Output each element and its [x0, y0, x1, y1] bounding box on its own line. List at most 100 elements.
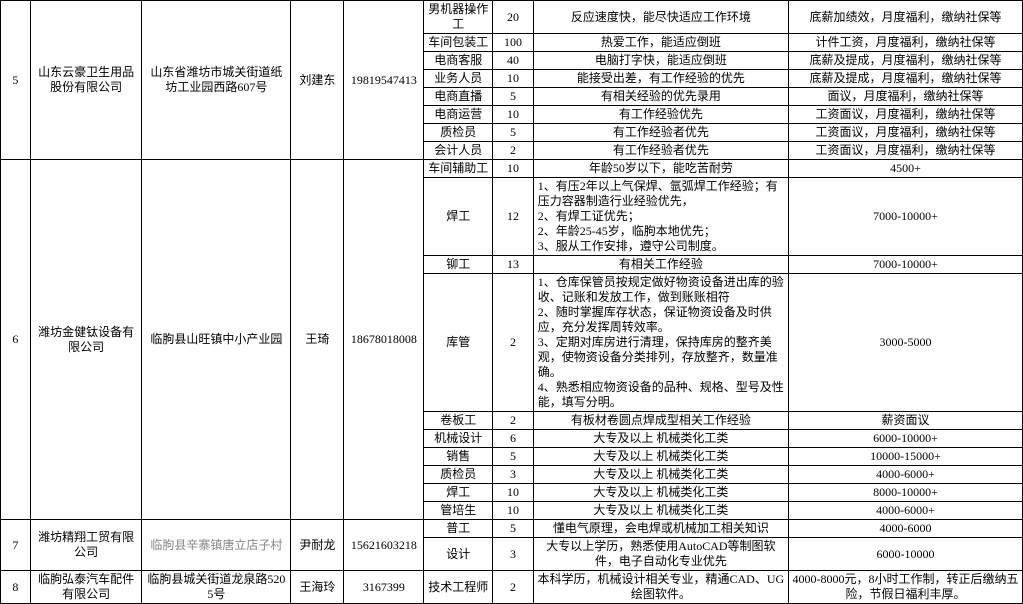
job-qty: 5 [493, 88, 533, 106]
contact-name: 王琦 [291, 160, 344, 520]
job-qty: 20 [493, 1, 533, 34]
job-req: 大专及以上 机械类化工类 [533, 466, 788, 484]
job-qty: 10 [493, 484, 533, 502]
job-title: 男机器操作工 [424, 1, 493, 34]
job-req: 有板材卷圆点焊成型相关工作经验 [533, 412, 788, 430]
job-qty: 13 [493, 256, 533, 274]
job-req: 有工作经验者优先 [533, 124, 788, 142]
job-salary: 7000-10000+ [788, 256, 1022, 274]
contact-name: 尹耐龙 [291, 520, 344, 571]
contact-name: 刘建东 [291, 1, 344, 160]
job-salary: 工资面议，月度福利，缴纳社保等 [788, 106, 1022, 124]
job-req: 热爱工作，能适应倒班 [533, 34, 788, 52]
job-req: 大专及以上 机械类化工类 [533, 502, 788, 520]
job-title: 业务人员 [424, 70, 493, 88]
job-title: 焊工 [424, 178, 493, 256]
job-salary: 底薪加绩效，月度福利，缴纳社保等 [788, 1, 1022, 34]
job-title: 质检员 [424, 124, 493, 142]
job-req: 有工作经验优先 [533, 106, 788, 124]
job-req: 大专及以上 机械类化工类 [533, 484, 788, 502]
job-req: 反应速度快，能尽快适应工作环境 [533, 1, 788, 34]
job-salary: 4000-6000 [788, 520, 1022, 538]
job-qty: 5 [493, 124, 533, 142]
company-name: 潍坊金健钛设备有限公司 [30, 160, 142, 520]
job-salary: 6000-10000+ [788, 430, 1022, 448]
job-qty: 5 [493, 520, 533, 538]
job-title: 设计 [424, 538, 493, 571]
job-req: 有相关工作经验 [533, 256, 788, 274]
table-row: 7潍坊精翔工贸有限公司临朐县辛寨镇唐立店子村尹耐龙15621603218普工5懂… [1, 520, 1023, 538]
job-salary: 4000-6000+ [788, 466, 1022, 484]
contact-phone: 3167399 [344, 571, 424, 604]
job-req: 本科学历，机械设计相关专业，精通CAD、UG绘图软件。 [533, 571, 788, 604]
table-row: 6潍坊金健钛设备有限公司临朐县山旺镇中小产业园王琦18678018008车间辅助… [1, 160, 1023, 178]
job-qty: 12 [493, 178, 533, 256]
job-qty: 6 [493, 430, 533, 448]
job-qty: 2 [493, 412, 533, 430]
job-salary: 7000-10000+ [788, 178, 1022, 256]
job-salary: 10000-15000+ [788, 448, 1022, 466]
company-address: 临朐县辛寨镇唐立店子村 [142, 520, 291, 571]
job-req: 大专以上学历，熟悉使用AutoCAD等制图软件，电子自动化专业优先 [533, 538, 788, 571]
company-index: 8 [1, 571, 31, 604]
job-salary: 面议，月度福利，缴纳社保等 [788, 88, 1022, 106]
job-salary: 底薪及提成，月度福利，缴纳社保等 [788, 70, 1022, 88]
job-title: 车间辅助工 [424, 160, 493, 178]
job-req: 有工作经验者优先 [533, 142, 788, 160]
company-index: 5 [1, 1, 31, 160]
job-title: 管培生 [424, 502, 493, 520]
job-qty: 2 [493, 142, 533, 160]
job-qty: 3 [493, 466, 533, 484]
job-table: 5山东云豪卫生用品股份有限公司山东省潍坊市城关街道纸坊工业园西路607号刘建东1… [0, 0, 1023, 604]
job-title: 卷板工 [424, 412, 493, 430]
job-req: 电脑打字快，能适应倒班 [533, 52, 788, 70]
job-qty: 100 [493, 34, 533, 52]
table-row: 8临朐弘泰汽车配件有限公司临朐县城关街道龙泉路5205号王海玲3167399技术… [1, 571, 1023, 604]
job-salary: 底薪及提成，月度福利，缴纳社保等 [788, 52, 1022, 70]
company-index: 6 [1, 160, 31, 520]
job-salary: 工资面议，月度福利，缴纳社保等 [788, 124, 1022, 142]
job-qty: 10 [493, 106, 533, 124]
job-title: 焊工 [424, 484, 493, 502]
job-req: 懂电气原理，会电焊或机械加工相关知识 [533, 520, 788, 538]
job-salary: 4000-6000+ [788, 502, 1022, 520]
job-title: 铆工 [424, 256, 493, 274]
company-name: 山东云豪卫生用品股份有限公司 [30, 1, 142, 160]
job-salary: 6000-10000 [788, 538, 1022, 571]
company-name: 潍坊精翔工贸有限公司 [30, 520, 142, 571]
job-salary: 3000-5000 [788, 274, 1022, 412]
job-req: 能接受出差，有工作经验的优先 [533, 70, 788, 88]
company-address: 山东省潍坊市城关街道纸坊工业园西路607号 [142, 1, 291, 160]
job-req: 有相关经验的优先录用 [533, 88, 788, 106]
job-req: 年龄50岁以下，能吃苦耐劳 [533, 160, 788, 178]
contact-phone: 18678018008 [344, 160, 424, 520]
job-title: 机械设计 [424, 430, 493, 448]
job-title: 质检员 [424, 466, 493, 484]
job-req: 大专及以上 机械类化工类 [533, 448, 788, 466]
job-qty: 10 [493, 502, 533, 520]
job-title: 电商运营 [424, 106, 493, 124]
table-row: 5山东云豪卫生用品股份有限公司山东省潍坊市城关街道纸坊工业园西路607号刘建东1… [1, 1, 1023, 34]
job-qty: 40 [493, 52, 533, 70]
job-qty: 5 [493, 448, 533, 466]
job-title: 技术工程师 [424, 571, 493, 604]
job-qty: 2 [493, 571, 533, 604]
job-qty: 10 [493, 70, 533, 88]
company-index: 7 [1, 520, 31, 571]
job-req: 1、有压2年以上气保焊、氩弧焊工作经验；有压力容器制造行业经验优先，2、有焊工证… [533, 178, 788, 256]
job-qty: 2 [493, 274, 533, 412]
job-req: 大专及以上 机械类化工类 [533, 430, 788, 448]
company-address: 临朐县城关街道龙泉路5205号 [142, 571, 291, 604]
job-salary: 工资面议，月度福利，缴纳社保等 [788, 142, 1022, 160]
contact-phone: 19819547413 [344, 1, 424, 160]
job-req: 1、仓库保管员按规定做好物资设备进出库的验收、记账和发放工作，做到账账相符2、随… [533, 274, 788, 412]
job-title: 车间包装工 [424, 34, 493, 52]
company-address: 临朐县山旺镇中小产业园 [142, 160, 291, 520]
job-salary: 计件工资，月度福利，缴纳社保等 [788, 34, 1022, 52]
job-salary: 薪资面议 [788, 412, 1022, 430]
job-title: 电商客服 [424, 52, 493, 70]
job-salary: 4500+ [788, 160, 1022, 178]
contact-phone: 15621603218 [344, 520, 424, 571]
job-title: 会计人员 [424, 142, 493, 160]
job-salary: 8000-10000+ [788, 484, 1022, 502]
